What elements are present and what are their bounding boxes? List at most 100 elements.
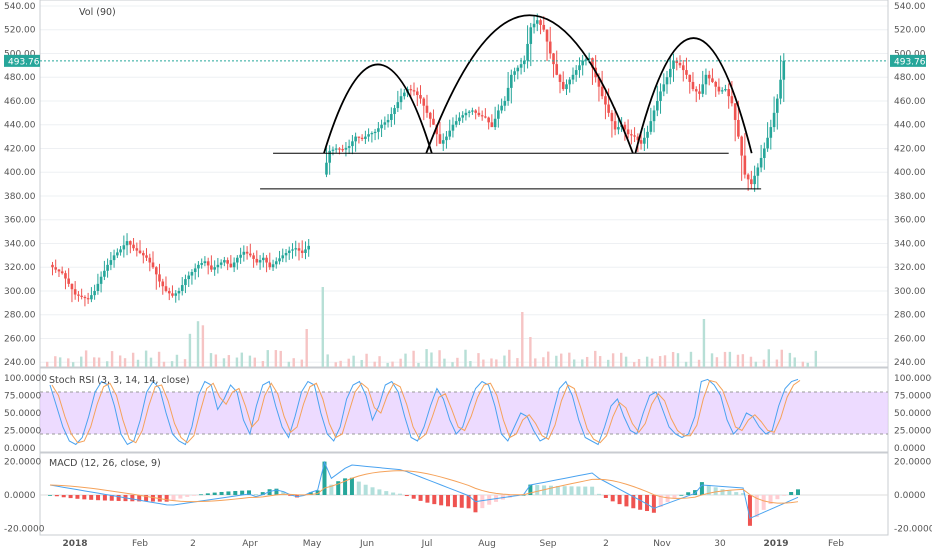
volume-bar: [261, 361, 265, 367]
macd-histogram-bar: [82, 495, 87, 500]
volume-bar: [663, 355, 667, 367]
macd-histogram-bar: [260, 492, 265, 495]
candle-body: [54, 267, 57, 270]
volume-bar: [84, 350, 88, 367]
candle-body: [717, 86, 721, 92]
macd-histogram-bar: [555, 485, 560, 495]
left-shoulder-arc: [323, 63, 433, 154]
candle-body: [561, 81, 565, 90]
price-tick-label-left: 460.00: [4, 97, 36, 107]
volume-bar: [188, 333, 192, 367]
candle-body: [138, 250, 142, 253]
pane-border: [39, 0, 889, 368]
candle-body: [724, 89, 727, 91]
candle-body: [578, 65, 581, 71]
volume-bar: [443, 358, 446, 367]
candle-body: [652, 110, 656, 122]
macd-tick-label-right: 0.0000: [894, 491, 926, 501]
macd-histogram-bar: [349, 477, 354, 495]
candle-body: [386, 119, 390, 123]
macd-histogram-bar: [439, 495, 444, 506]
price-tick-label-right: 420.00: [894, 144, 926, 154]
candle-body: [109, 260, 113, 265]
macd-histogram-bar: [185, 495, 190, 497]
stoch-rsi-pane: 100.0000 100.0000 75.0000 75.0000 50.0000 50.…: [4, 374, 932, 454]
candle-body: [125, 241, 129, 246]
candle-body: [526, 43, 529, 61]
candle-body: [438, 134, 442, 144]
candle-body: [242, 251, 246, 255]
candle-body: [587, 58, 591, 60]
macd-histogram-bar: [54, 495, 59, 497]
candle-body: [255, 258, 259, 263]
candle-body: [184, 279, 187, 286]
candle-body: [639, 140, 643, 144]
volume-bar: [754, 361, 758, 367]
macd-line: [49, 460, 799, 520]
candle-body: [464, 112, 468, 116]
macd-histogram-bar: [240, 490, 245, 495]
candle-body: [112, 255, 116, 261]
candle-body: [425, 105, 429, 113]
macd-histogram-bar: [212, 492, 217, 495]
volume-bar: [235, 357, 239, 367]
candle-body: [142, 252, 145, 256]
candle-body: [151, 262, 155, 268]
volume-bar: [762, 359, 766, 367]
volume-bar: [430, 352, 433, 367]
candle-body: [565, 84, 568, 90]
macd-histogram-bar: [144, 495, 149, 502]
macd-histogram-bar: [281, 491, 286, 495]
candle-body: [610, 112, 614, 122]
volume-bar: [542, 357, 545, 367]
candle-body: [219, 262, 223, 265]
volume-bar: [378, 356, 381, 367]
price-tick-label-right: 340.00: [894, 239, 926, 249]
candle-body: [746, 174, 750, 180]
price-tick-label-right: 400.00: [894, 168, 926, 178]
volume-bar: [399, 358, 402, 367]
head-and-shoulders-drawing: [260, 14, 762, 190]
macd-histogram-bar: [102, 495, 107, 501]
last-price-badge-left-text: 493.76: [8, 57, 40, 67]
volume-bar: [710, 353, 714, 367]
candle-body: [474, 110, 477, 113]
volume-bar: [80, 356, 83, 367]
candle-body: [325, 162, 328, 175]
volume-bar: [71, 362, 75, 367]
macd-histogram-bar: [356, 481, 361, 495]
volume-bar: [684, 361, 688, 367]
macd-histogram-bar: [727, 490, 732, 495]
candle-body: [399, 96, 403, 103]
macd-histogram-bar: [68, 495, 73, 499]
volume-bar: [131, 352, 135, 367]
candle-body: [529, 27, 533, 44]
volume-bar: [702, 319, 706, 367]
candle-body: [555, 64, 559, 75]
candle-body: [249, 253, 252, 256]
candle-body: [287, 250, 291, 253]
candle-body: [396, 102, 400, 109]
volume-bar: [118, 355, 122, 367]
price-tick-label-left: 380.00: [4, 192, 36, 202]
candle-body: [441, 140, 445, 144]
macd-histogram-bar: [548, 485, 553, 495]
candle-body: [158, 274, 161, 282]
macd-histogram-bar: [610, 495, 615, 502]
macd-histogram-bar: [109, 495, 114, 501]
macd-pane: 20.0000 20.0000 0.0000 0.0000 -20.0000 -20.00…: [4, 458, 932, 535]
pane-border: [39, 452, 889, 536]
macd-histogram-bar: [603, 495, 608, 498]
volume-bar: [305, 329, 308, 367]
candle-body: [187, 275, 191, 280]
candle-body: [360, 137, 364, 139]
candle-body: [516, 67, 520, 72]
macd-histogram-bar: [61, 495, 66, 498]
volume-bar: [780, 349, 783, 367]
volume-bar: [585, 356, 589, 367]
price-tick-label-left: 340.00: [4, 239, 36, 249]
macd-histogram-bar: [329, 484, 334, 495]
candle-body: [403, 92, 406, 97]
candle-body: [167, 290, 171, 294]
rsi-tick-label-left: 50.0000: [4, 409, 41, 419]
